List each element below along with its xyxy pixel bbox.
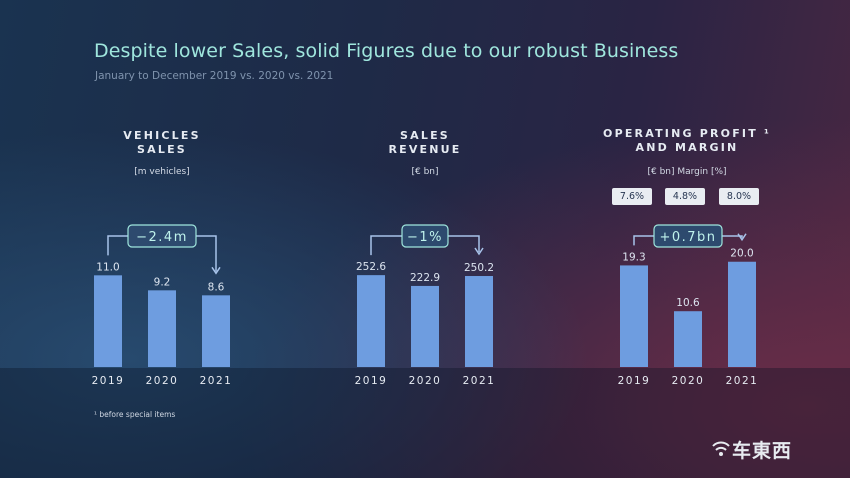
chart-3-delta-badge: [653, 224, 723, 248]
chart-2-bar-2020: [411, 285, 439, 367]
chart-2-category-label-2021: 2021: [463, 375, 496, 387]
chart-1-title: VEHICLES SALES: [100, 129, 224, 157]
chart-1-bracket-arrow: [211, 266, 221, 275]
chart-2-bracket-arrow: [474, 247, 484, 256]
chart-1-title-line2: SALES: [137, 143, 187, 156]
margin-box-2020: 4.8%: [665, 188, 705, 205]
chart-2-category-label-2019: 2019: [355, 375, 388, 387]
chart-1-category-label-2020: 2020: [146, 375, 179, 387]
margin-box-2019: 7.6%: [612, 188, 652, 205]
chart-1-category-label-2019: 2019: [92, 375, 125, 387]
chart-3-bar-2019: [620, 265, 648, 367]
chart-3-category-label-2020: 2020: [672, 375, 705, 387]
chart-1-value-label-2021: 8.6: [208, 281, 225, 293]
chart-3-title-line1: OPERATING PROFIT ¹: [603, 127, 771, 140]
signal-logo-icon: [712, 441, 730, 456]
chart-2-category-label-2020: 2020: [409, 375, 442, 387]
watermark-logo: 车東西: [732, 440, 793, 462]
chart-2-value-label-2020: 222.9: [410, 272, 440, 284]
chart-2-title: SALES REVENUE: [355, 129, 495, 157]
chart-3-title-line2: AND MARGIN: [635, 141, 739, 154]
chart-2-delta-label: −1%: [407, 230, 443, 245]
chart-2-bar-2021: [465, 276, 493, 367]
chart-1-category-label-2021: 2021: [200, 375, 233, 387]
chart-2-value-label-2019: 252.6: [356, 261, 386, 273]
chart-1-title-line1: VEHICLES: [123, 129, 201, 142]
floor-band: [0, 368, 850, 478]
chart-1-value-label-2019: 11.0: [96, 261, 119, 273]
chart-2-value-label-2021: 250.2: [464, 262, 494, 274]
chart-1-value-label-2020: 9.2: [154, 276, 171, 288]
footnote: ¹ before special items: [94, 410, 176, 419]
margin-box-2021: 8.0%: [719, 188, 759, 205]
chart-1-bar-2020: [148, 290, 176, 367]
chart-3-category-label-2019: 2019: [618, 375, 651, 387]
page-subtitle: January to December 2019 vs. 2020 vs. 20…: [95, 70, 334, 82]
chart-2-bar-2019: [357, 275, 385, 367]
chart-3-value-label-2021: 20.0: [730, 248, 753, 260]
chart-1-unit: [m vehicles]: [134, 167, 190, 177]
chart-3-bar-2020: [674, 311, 702, 367]
chart-1-bar-2019: [94, 275, 122, 367]
chart-3-bar-2021: [728, 261, 756, 367]
chart-3-value-label-2019: 19.3: [622, 251, 645, 263]
page-title: Despite lower Sales, solid Figures due t…: [94, 40, 679, 62]
chart-1-delta-label: −2.4m: [136, 230, 188, 245]
chart-3-value-label-2020: 10.6: [676, 297, 700, 309]
chart-3-delta-label: +0.7bn: [659, 230, 716, 245]
chart-2-unit: [€ bn]: [411, 167, 439, 177]
chart-3-unit: [€ bn] Margin [%]: [647, 167, 727, 177]
chart-1-bar-2021: [202, 295, 230, 367]
chart-3-title: OPERATING PROFIT ¹ AND MARGIN: [598, 127, 776, 155]
chart-1-delta-badge: [127, 224, 197, 248]
chart-3-category-label-2021: 2021: [726, 375, 759, 387]
chart-2-title-line2: REVENUE: [388, 143, 462, 156]
chart-2-delta-badge: [401, 224, 449, 248]
chart-2-title-line1: SALES: [400, 129, 450, 142]
chart-3-bracket-arrow: [737, 233, 747, 242]
